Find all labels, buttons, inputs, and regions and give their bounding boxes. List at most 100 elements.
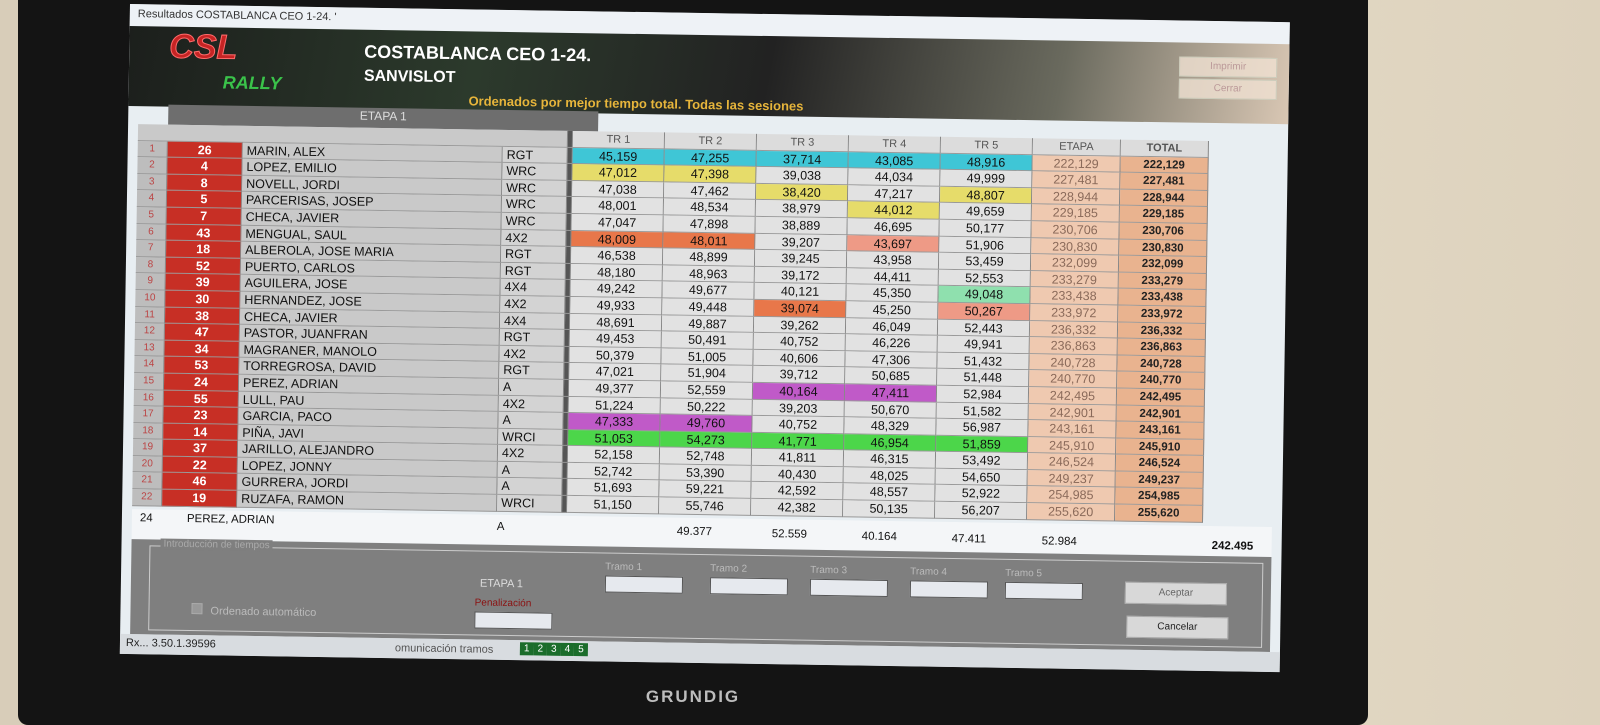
etapa-time-cell: 236,332	[1029, 320, 1119, 339]
class-cell: A	[498, 411, 564, 430]
etapa-time-cell: 249,237	[1027, 470, 1116, 489]
etapa-time-cell: 222,129	[1032, 154, 1121, 173]
stage-time-cell: 48,329	[844, 417, 937, 436]
class-cell: WRC	[501, 212, 567, 231]
tramo2-label: Tramo 2	[710, 563, 748, 575]
column-header-etapa[interactable]: ETAPA	[1032, 138, 1121, 157]
position-cell: 20	[132, 455, 163, 474]
stage-time-cell: 50,222	[660, 397, 753, 416]
class-cell: 4X2	[497, 445, 564, 463]
class-cell: 4X2	[499, 345, 565, 364]
comm-led-5: 5	[574, 643, 588, 657]
stage-time-cell: 44,012	[847, 201, 940, 220]
stage-time-cell: 48,025	[843, 467, 936, 486]
position-cell: 19	[132, 439, 164, 457]
position-cell: 14	[134, 356, 165, 374]
total-time-cell: 240,770	[1117, 371, 1206, 390]
stage-time-cell: 53,390	[659, 464, 752, 483]
car-number-cell: 8	[167, 174, 243, 193]
total-time-cell: 236,863	[1117, 338, 1206, 357]
total-time-cell: 232,099	[1118, 255, 1208, 274]
total-time-cell: 233,279	[1118, 272, 1207, 291]
stage-time-cell: 51,693	[567, 479, 660, 498]
auto-sort-checkbox[interactable]: Ordenado automático	[191, 603, 316, 619]
car-number-cell: 5	[166, 190, 243, 209]
checkbox-icon	[191, 603, 203, 615]
column-header-tr1[interactable]: TR 1	[572, 130, 666, 150]
etapa-time-cell: 232,099	[1030, 254, 1120, 273]
column-header-tr2[interactable]: TR 2	[664, 132, 758, 151]
stage-time-cell: 46,954	[844, 433, 937, 452]
tramo1-label: Tramo 1	[605, 561, 643, 574]
stage-time-cell: 53,492	[935, 451, 1029, 471]
stage-time-cell: 37,714	[756, 150, 849, 169]
stage-time-cell: 49,760	[660, 414, 753, 433]
class-cell: A	[497, 478, 563, 496]
stage-time-cell: 52,158	[567, 446, 661, 465]
position-cell: 1	[137, 140, 168, 158]
tramo5-input[interactable]	[1004, 581, 1084, 601]
stage-time-cell: 39,712	[753, 366, 846, 385]
stage-time-cell: 51,448	[937, 369, 1030, 388]
stage-time-cell: 48,807	[939, 186, 1033, 205]
car-number-cell: 52	[165, 257, 242, 276]
position-cell: 7	[136, 240, 167, 258]
selected-class: A	[496, 520, 505, 533]
stage-time-cell: 45,350	[846, 284, 939, 303]
stage-time-cell: 48,963	[662, 265, 755, 284]
print-button[interactable]: Imprimir	[1178, 56, 1278, 79]
class-cell: 4X2	[501, 229, 567, 248]
stage-time-cell: 51,224	[568, 396, 661, 415]
stage-time-cell: 47,012	[572, 164, 665, 183]
stage-time-cell: 54,650	[935, 468, 1028, 487]
close-button[interactable]: Cerrar	[1178, 78, 1277, 101]
tramo1-input[interactable]	[604, 575, 684, 594]
event-title: COSTABLANCA CEO 1-24.	[364, 41, 592, 66]
position-cell: 18	[133, 422, 164, 440]
accept-button[interactable]: Aceptar	[1124, 581, 1228, 606]
class-cell: WRC	[501, 196, 568, 214]
stage-time-cell: 59,221	[659, 480, 752, 499]
tramo3-input[interactable]	[809, 578, 889, 597]
tramo4-label: Tramo 4	[910, 566, 948, 578]
stage-time-cell: 39,262	[753, 316, 847, 335]
etapa-time-cell: 245,910	[1028, 436, 1117, 455]
stage-time-cell: 51,582	[936, 402, 1029, 421]
column-header-tr4[interactable]: TR 4	[848, 135, 942, 154]
total-time-cell: 233,438	[1118, 288, 1207, 307]
car-number-cell: 55	[163, 390, 239, 408]
column-header-tr3[interactable]: TR 3	[756, 133, 850, 152]
total-time-cell: 245,910	[1116, 438, 1205, 457]
class-cell: 4X4	[499, 312, 566, 330]
stage-time-cell: 51,906	[939, 236, 1032, 255]
stage-time-cell: 39,203	[752, 399, 845, 418]
stage-time-cell: 50,670	[844, 400, 937, 419]
class-cell: A	[498, 378, 565, 397]
class-cell: WRC	[502, 179, 568, 198]
stage-time-cell: 51,053	[568, 429, 661, 448]
column-header-total[interactable]: TOTAL	[1120, 139, 1209, 158]
etapa-time-cell: 227,481	[1032, 171, 1121, 190]
stage-time-cell: 56,987	[936, 418, 1029, 437]
stage-time-cell: 46,049	[845, 317, 939, 336]
stage-time-cell: 52,742	[567, 462, 660, 481]
stage-time-cell: 56,207	[935, 501, 1028, 520]
etapa-time-cell: 242,901	[1028, 403, 1117, 422]
stage-time-cell: 46,695	[847, 218, 940, 237]
penalty-input[interactable]	[474, 611, 553, 630]
tramo2-input[interactable]	[709, 577, 789, 596]
column-header-tr5[interactable]: TR 5	[940, 136, 1034, 155]
tramo4-input[interactable]	[909, 580, 989, 599]
stage-time-cell: 48,916	[940, 153, 1033, 172]
csl-rally-logo: CSL RALLY	[168, 27, 319, 109]
stage-time-cell: 42,382	[751, 498, 844, 517]
car-number-cell: 38	[164, 307, 241, 325]
cancel-button[interactable]: Cancelar	[1126, 615, 1229, 640]
stage-time-cell: 52,984	[936, 385, 1030, 404]
stage-time-cell: 51,859	[936, 435, 1029, 454]
class-cell: RGT	[502, 146, 568, 165]
position-cell: 15	[133, 373, 165, 391]
stage-time-cell: 41,771	[752, 432, 845, 451]
class-cell: RGT	[499, 328, 565, 347]
